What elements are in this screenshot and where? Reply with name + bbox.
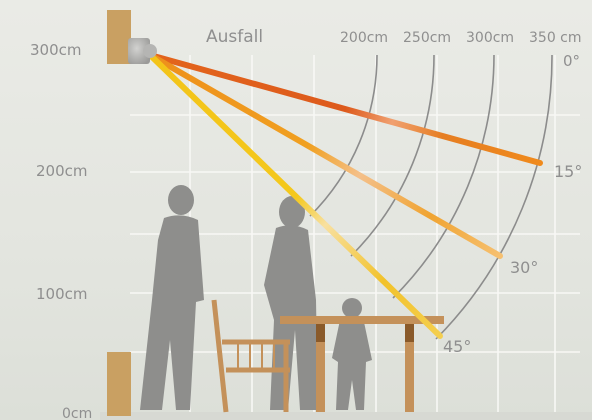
awning-heater-icon xyxy=(128,38,157,64)
table-icon xyxy=(280,316,444,412)
y-axis: 300cm 200cm 100cm 0cm xyxy=(30,41,92,420)
beam-15deg xyxy=(147,52,543,166)
wall-base xyxy=(107,352,131,416)
diagram-title: Ausfall xyxy=(206,27,263,47)
angle-labels: 0° 15° 30° 45° xyxy=(443,52,582,356)
y-tick-300: 300cm xyxy=(30,41,82,59)
floor xyxy=(100,412,592,420)
angle-label-30: 30° xyxy=(510,258,538,277)
y-tick-100: 100cm xyxy=(36,285,88,303)
y-tick-0: 0cm xyxy=(62,406,92,420)
distance-labels: 200cm 250cm 300cm 350 cm xyxy=(340,30,582,46)
beam-45deg xyxy=(147,52,443,339)
distance-label-300: 300cm xyxy=(466,30,514,46)
angle-label-15: 15° xyxy=(554,162,582,181)
beam-30deg xyxy=(147,52,503,259)
y-tick-200: 200cm xyxy=(36,162,88,180)
angle-label-45: 45° xyxy=(443,337,471,356)
chair-icon xyxy=(211,299,290,413)
distance-label-350: 350 cm xyxy=(529,30,582,46)
distance-arcs xyxy=(309,54,553,340)
distance-label-200: 200cm xyxy=(340,30,388,46)
man-silhouette-icon xyxy=(140,185,204,410)
wall-bracket xyxy=(107,10,131,64)
woman-silhouette-icon xyxy=(264,196,318,410)
heat-beams xyxy=(147,52,558,339)
angle-label-0: 0° xyxy=(563,52,580,70)
child-silhouette-icon xyxy=(332,298,372,410)
distance-label-250: 250cm xyxy=(403,30,451,46)
